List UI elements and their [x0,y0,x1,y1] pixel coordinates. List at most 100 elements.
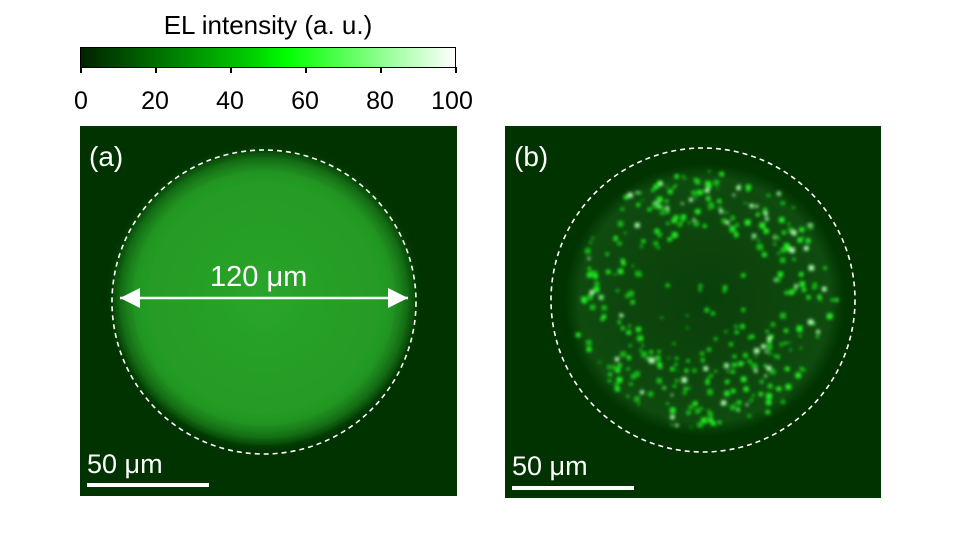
emission-spot [614,383,619,388]
emission-spot [823,266,827,270]
emission-spot [735,223,739,227]
emission-spot [734,402,737,405]
emission-spot [719,171,724,177]
emission-spot [736,407,740,411]
emission-spot [730,215,735,221]
panel-label: (a) [89,141,124,172]
emission-spot [680,214,687,220]
emission-spot [683,177,686,180]
emission-spot [665,185,669,188]
emission-spot [617,363,622,368]
emission-spot [637,403,640,406]
colorbar-tick [455,67,457,73]
emission-spot [652,203,658,209]
emission-spot [651,188,655,192]
emission-spot [587,272,593,278]
emission-spot [636,336,641,340]
emission-spot [743,353,748,358]
emission-spot [619,313,624,318]
emission-spot [745,184,751,190]
emission-spot [657,361,662,367]
emission-spot [724,390,730,397]
emission-spot [645,356,649,361]
emission-spot [734,330,739,335]
emission-spot [775,387,778,390]
emission-spot [697,422,703,428]
emission-spot [734,230,737,233]
colorbar-tick [305,67,307,73]
emission-spot [613,235,618,240]
emission-spot [766,399,772,406]
emission-spot [700,351,705,356]
dimension-label: 120 μm [210,261,308,293]
emission-spot [617,241,622,246]
emission-spot [692,401,698,406]
emission-spot [714,337,718,341]
emission-spot [586,346,592,352]
emission-spot [813,282,818,287]
emission-spot [789,348,792,351]
emission-spot [636,326,642,332]
emission-spot [740,361,744,365]
emission-spot [607,379,612,383]
emission-spot [765,217,769,221]
emission-spot [664,199,669,203]
emission-spot [656,246,660,250]
emission-spot [769,334,774,339]
emission-spot [729,342,734,347]
emission-spot [797,237,803,243]
emission-spot [754,369,758,373]
emission-spot [626,395,629,398]
emission-spot [707,411,713,417]
colorbar-tick [80,67,82,73]
emission-spot [816,335,819,338]
emission-spot [706,196,711,201]
emission-spot [725,221,730,225]
emission-spot [734,324,738,328]
emission-spot [795,372,801,379]
emission-spot [767,350,770,353]
emission-spot [656,378,662,384]
emission-spot [682,391,687,395]
emission-spot [692,368,697,373]
emission-spot [734,233,739,238]
colorbar-tick-label: 80 [366,87,394,115]
emission-spot [767,384,773,389]
emission-spot [618,220,622,225]
emission-spot [802,236,804,239]
emission-spot [686,359,690,363]
emission-spot [780,399,785,404]
emission-spot [670,423,673,427]
emission-spot [667,209,670,212]
emission-spot [763,207,768,212]
emission-spot [806,295,811,300]
emission-spot [698,288,702,292]
emission-spot [759,379,764,384]
emission-spot [589,290,595,295]
emission-spot [670,393,674,397]
emission-spot [756,212,760,217]
emission-spot [796,325,803,332]
emission-spot [784,291,788,295]
emission-spot [717,199,722,204]
emission-spot [830,298,834,302]
emission-spot [730,404,736,411]
emission-spot [773,234,778,239]
emission-spot [616,377,623,383]
emission-spot [812,284,817,290]
emission-spot [732,354,737,359]
emission-spot [657,204,663,210]
emission-spot [695,408,701,414]
emission-spot [747,335,752,340]
emission-spot [737,400,742,405]
emission-spot [637,335,644,342]
emission-spot [665,206,669,210]
emission-spot [799,366,803,369]
emission-spot [594,281,600,287]
emission-spot [723,289,727,293]
emission-spot [784,341,788,345]
emission-spot [717,420,722,425]
scale-bar-label: 50 μm [87,449,163,479]
emission-spot [804,246,809,251]
emission-spot [593,274,598,279]
